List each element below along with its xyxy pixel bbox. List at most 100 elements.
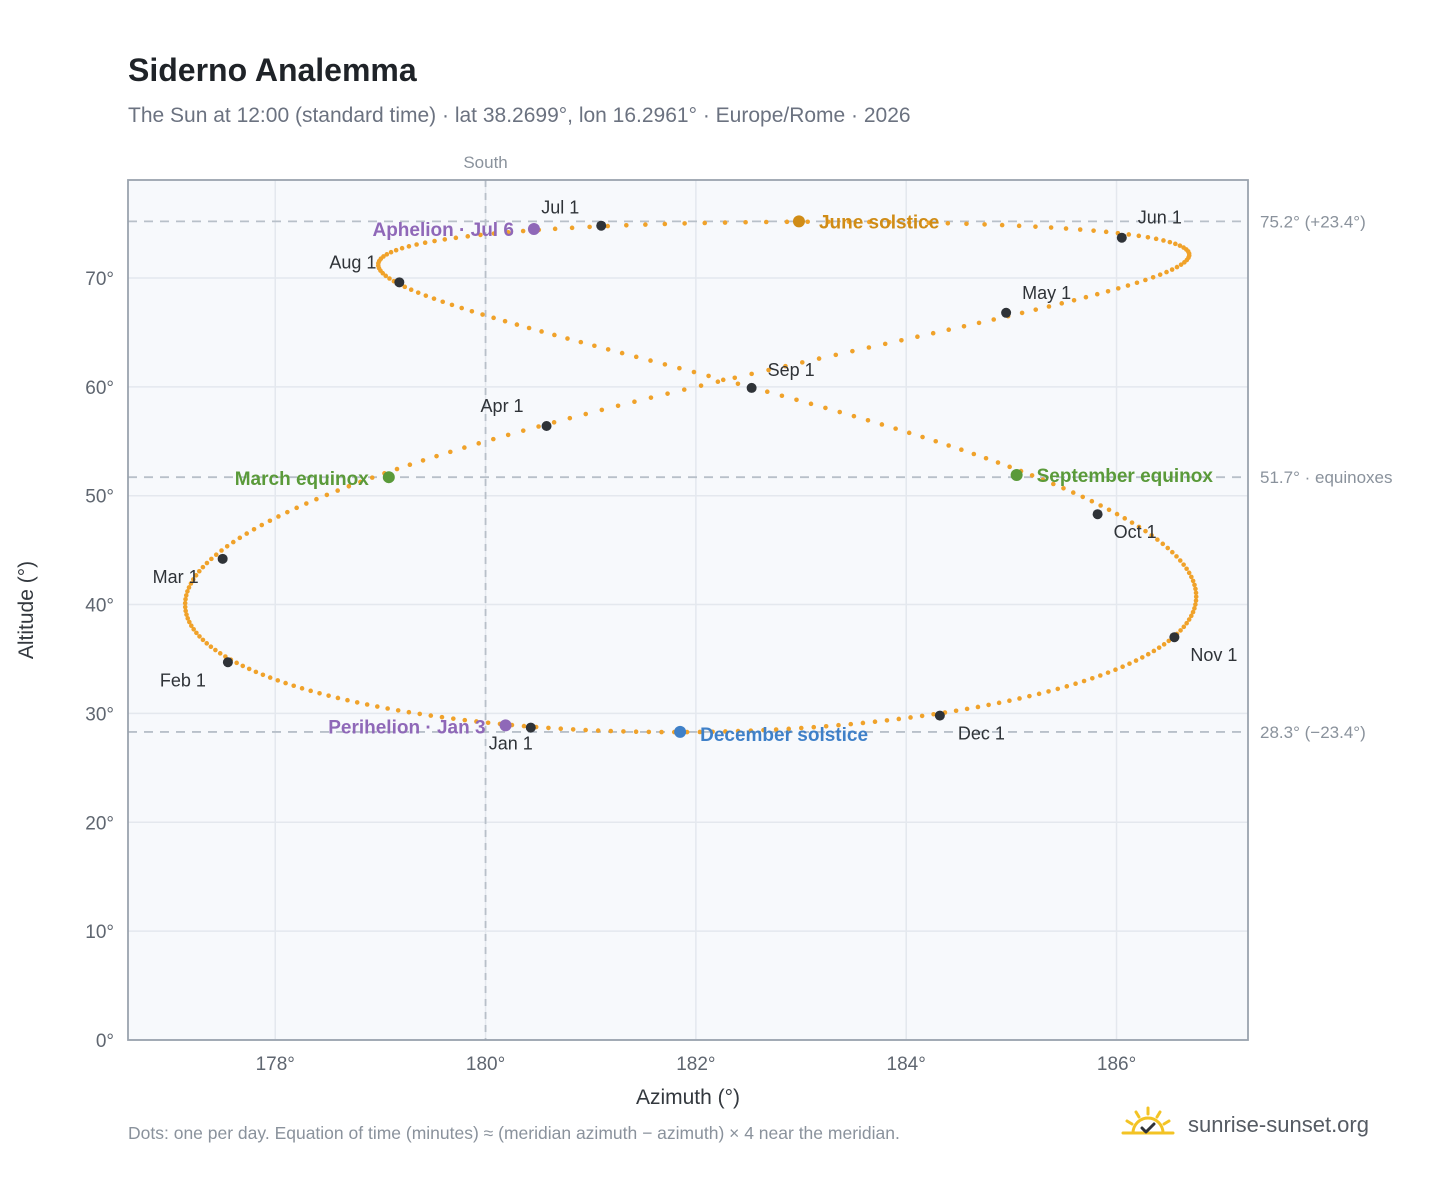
daily-dot xyxy=(1150,275,1156,280)
daily-dot xyxy=(808,401,814,407)
month-marker xyxy=(1116,232,1127,243)
daily-dot xyxy=(1174,264,1180,270)
daily-dot xyxy=(931,711,936,717)
daily-dot xyxy=(393,247,399,253)
daily-dot xyxy=(415,290,421,295)
x-tick-label: 182° xyxy=(676,1054,715,1075)
daily-dot xyxy=(933,438,939,444)
daily-dot xyxy=(526,325,532,331)
daily-dot xyxy=(213,552,219,557)
daily-dot xyxy=(251,527,257,532)
month-marker-label: May 1 xyxy=(1022,283,1071,303)
month-marker-label: Aug 1 xyxy=(329,252,376,272)
daily-dot xyxy=(1098,503,1103,508)
daily-dot xyxy=(439,714,445,720)
daily-dot xyxy=(851,413,857,419)
daily-dot xyxy=(491,315,496,321)
daily-dot xyxy=(308,688,313,694)
daily-dot xyxy=(358,479,363,485)
daily-dot xyxy=(763,219,769,225)
month-marker xyxy=(541,421,552,432)
daily-dot xyxy=(197,568,202,574)
daily-dot xyxy=(681,387,687,392)
daily-dot xyxy=(662,362,668,367)
daily-dot xyxy=(183,596,188,602)
daily-dot xyxy=(608,728,614,734)
brand-logo[interactable]: sunrise-sunset.org xyxy=(1120,1102,1369,1148)
daily-dot xyxy=(335,695,341,701)
daily-dot xyxy=(846,219,852,225)
daily-dot xyxy=(919,713,925,719)
daily-dot xyxy=(335,488,340,493)
daily-dot xyxy=(217,651,223,656)
event-marker xyxy=(527,222,540,235)
y-tick-label: 10° xyxy=(85,922,114,943)
daily-dot xyxy=(646,729,652,735)
daily-dot xyxy=(1145,651,1151,657)
daily-dot xyxy=(354,700,360,705)
daily-dot xyxy=(1016,223,1022,229)
daily-dot xyxy=(1105,288,1111,294)
daily-dot xyxy=(953,708,959,714)
daily-dot xyxy=(1177,243,1183,248)
daily-dot xyxy=(1181,245,1186,250)
daily-dot xyxy=(186,585,192,590)
chart-subtitle: The Sun at 12:00 (standard time) · lat 3… xyxy=(128,104,911,127)
month-marker xyxy=(394,277,405,288)
daily-dot xyxy=(346,483,352,489)
daily-dot xyxy=(896,716,902,722)
daily-dot xyxy=(299,686,305,691)
daily-dot xyxy=(786,726,792,732)
daily-dot xyxy=(369,475,375,480)
daily-dot xyxy=(219,548,224,553)
daily-dot xyxy=(565,336,570,341)
daily-dot xyxy=(1193,594,1199,600)
daily-dot xyxy=(799,360,805,365)
daily-dot xyxy=(326,693,331,698)
daily-dot xyxy=(811,724,817,730)
daily-dot xyxy=(583,411,589,417)
event-label: December solstice xyxy=(700,725,868,746)
daily-dot xyxy=(283,680,288,686)
daily-dot xyxy=(1136,233,1142,239)
daily-dot xyxy=(975,704,981,710)
month-marker-label: Jul 1 xyxy=(541,198,579,218)
daily-dot xyxy=(317,690,322,696)
daily-dot xyxy=(779,393,785,399)
daily-dot xyxy=(451,716,456,721)
daily-dot xyxy=(514,322,520,327)
daily-dot xyxy=(865,417,871,423)
daily-dot xyxy=(633,354,639,360)
month-marker xyxy=(934,710,945,721)
daily-dot xyxy=(578,339,584,345)
month-marker xyxy=(222,657,233,668)
daily-dot xyxy=(964,706,970,712)
daily-dot xyxy=(1164,269,1169,275)
daily-dot xyxy=(185,589,190,594)
daily-dot xyxy=(567,415,573,421)
daily-dot xyxy=(182,604,188,610)
daily-dot xyxy=(406,244,412,249)
daily-dot xyxy=(1186,617,1192,622)
daily-dot xyxy=(184,612,189,617)
daily-dot xyxy=(866,345,872,350)
daily-dot xyxy=(964,221,969,227)
daily-dot xyxy=(764,389,770,395)
south-label: South xyxy=(463,153,507,172)
daily-dot xyxy=(387,276,392,281)
daily-dot xyxy=(449,302,455,308)
month-marker xyxy=(217,553,228,564)
daily-dot xyxy=(1077,227,1083,232)
event-label: September equinox xyxy=(1037,466,1214,487)
daily-dot xyxy=(182,600,188,606)
daily-dot xyxy=(1143,528,1148,534)
y-tick-label: 20° xyxy=(85,813,114,834)
daily-dot xyxy=(592,343,597,349)
daily-dot xyxy=(999,222,1005,228)
daily-dot xyxy=(1027,693,1032,699)
daily-dot xyxy=(1143,277,1148,283)
daily-dot xyxy=(872,719,878,725)
daily-dot xyxy=(1127,661,1132,666)
daily-dot xyxy=(710,729,715,735)
daily-dot xyxy=(267,675,273,680)
